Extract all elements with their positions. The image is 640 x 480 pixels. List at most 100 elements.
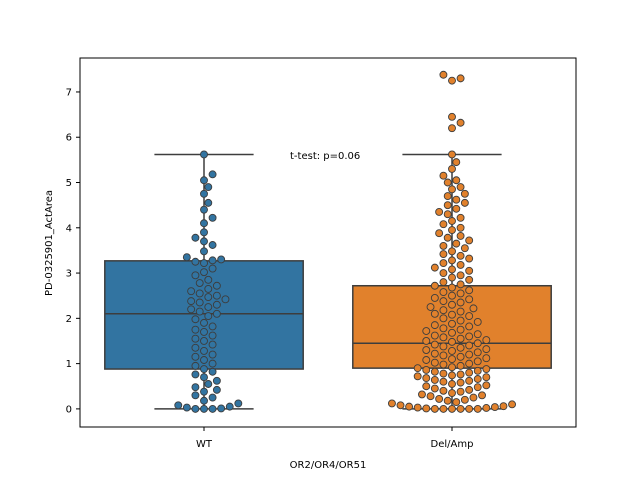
swarm-point <box>430 294 439 302</box>
swarm-point <box>439 333 448 342</box>
swarm-point <box>452 398 461 407</box>
swarm-point <box>217 255 226 264</box>
swarm-point <box>426 392 435 401</box>
swarm-point <box>456 289 465 298</box>
swarm-point <box>212 376 221 385</box>
swarm-point <box>430 281 439 290</box>
swarm-point <box>456 118 465 127</box>
swarm-point <box>452 204 461 213</box>
swarm-point <box>208 367 217 376</box>
swarm-point <box>448 124 456 133</box>
swarm-point <box>456 280 465 289</box>
swarm-point <box>443 192 452 201</box>
swarm-point <box>439 269 448 278</box>
swarm-point <box>225 402 234 411</box>
swarm-point <box>200 247 208 256</box>
swarm-point <box>448 291 456 300</box>
swarm-point <box>473 318 482 326</box>
swarm-point <box>439 404 448 413</box>
swarm-point <box>439 297 448 306</box>
swarm-point <box>499 402 508 411</box>
swarm-point <box>482 336 491 345</box>
swarm-point <box>430 321 439 330</box>
swarm-point <box>191 325 200 334</box>
swarm-point <box>208 256 217 265</box>
swarm-point <box>208 264 217 273</box>
swarm-point <box>482 404 491 412</box>
swarm-point <box>430 263 439 272</box>
swarm-point <box>204 380 213 388</box>
swarm-point <box>191 352 200 361</box>
swarm-point <box>439 369 448 378</box>
swarm-point <box>473 339 482 348</box>
swarm-point <box>217 404 226 413</box>
swarm-point <box>465 312 474 321</box>
swarm-point <box>448 310 456 319</box>
swarm-point <box>191 370 200 379</box>
swarm-point <box>430 367 439 376</box>
swarm-point <box>430 349 439 358</box>
swarm-point <box>200 365 208 373</box>
swarm-point <box>204 198 213 207</box>
swarm-point <box>465 275 474 284</box>
swarm-point <box>473 366 482 375</box>
swarm-point <box>448 247 456 256</box>
swarm-point <box>208 213 217 222</box>
swarm-point <box>422 374 431 383</box>
swarm-point <box>422 346 431 354</box>
swarm-point <box>456 183 465 191</box>
swarm-point <box>448 150 456 159</box>
swarm-point <box>212 291 221 300</box>
swarm-point <box>208 322 217 331</box>
swarm-point <box>456 387 465 396</box>
swarm-point <box>418 390 426 399</box>
swarm-point <box>456 298 465 307</box>
swarm-point <box>435 229 444 238</box>
swarm-point <box>439 314 448 323</box>
swarm-point <box>200 337 208 345</box>
swarm-point <box>448 346 456 355</box>
y-axis: 0 1 2 3 4 5 6 7 <box>66 87 80 415</box>
swarm-point <box>212 300 221 309</box>
swarm-point <box>478 391 486 400</box>
swarm-point <box>465 359 474 368</box>
swarm-point <box>439 377 448 386</box>
swarm-point <box>448 337 456 346</box>
swarm-point <box>456 361 465 370</box>
swarm-point <box>439 386 448 395</box>
swarm-point <box>200 189 208 198</box>
swarm-point <box>443 178 452 187</box>
swarm-point <box>465 286 474 295</box>
swarm-point <box>456 316 465 325</box>
swarm-point <box>430 331 439 340</box>
swarm-point <box>439 220 448 229</box>
swarm-point <box>439 351 448 360</box>
swarm-point <box>465 254 474 263</box>
swarm-point <box>443 210 452 219</box>
swarm-point <box>208 170 217 179</box>
swarm-point <box>191 391 200 400</box>
swarm-point <box>187 305 196 314</box>
swarm-point <box>465 266 474 275</box>
x-axis-title: OR2/OR4/OR51 <box>290 460 367 471</box>
swarm-point <box>482 345 491 354</box>
swarm-point <box>200 387 208 396</box>
swarm-point <box>200 327 208 336</box>
swarm-point <box>435 207 444 216</box>
swarm-point <box>182 253 191 262</box>
swarm-point <box>448 217 456 225</box>
y-tick-label: 2 <box>66 314 72 325</box>
swarm-point <box>465 295 474 304</box>
swarm-point <box>182 403 191 412</box>
swarm-point <box>456 343 465 352</box>
swarm-point <box>443 396 452 405</box>
swarm-point <box>456 271 465 280</box>
swarm-point <box>456 251 465 260</box>
swarm-point <box>439 241 448 250</box>
swarm-point <box>413 364 422 373</box>
swarm-point <box>473 404 482 413</box>
swarm-point <box>191 334 200 343</box>
swarm-point <box>195 307 204 316</box>
swarm-point <box>439 278 448 287</box>
swarm-point <box>413 372 422 381</box>
